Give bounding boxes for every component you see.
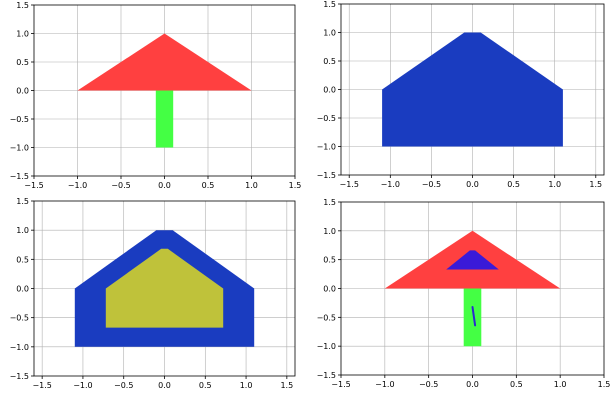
- x-tick-label: 1.0: [240, 381, 253, 390]
- y-tick-label: 1.5: [323, 0, 336, 9]
- y-tick-label: 1.5: [323, 198, 336, 207]
- y-tick-label: −1.5: [317, 371, 336, 380]
- y-tick-label: 0.5: [323, 256, 336, 265]
- y-tick-label: −0.5: [10, 115, 29, 124]
- y-tick-label: 0.5: [16, 255, 29, 264]
- shape-polygon: [77, 33, 252, 91]
- x-tick-label: 0.5: [510, 380, 523, 389]
- x-tick-label: −0.5: [114, 381, 133, 390]
- x-tick-label: −1.5: [331, 380, 350, 389]
- x-tick-label: −0.5: [422, 180, 441, 189]
- x-tick-label: −1.0: [68, 181, 87, 190]
- y-tick-label: 0.5: [323, 57, 336, 66]
- x-tick-label: 1.5: [280, 381, 293, 390]
- shape-polygon: [463, 288, 482, 347]
- y-tick-label: 0.5: [16, 58, 29, 67]
- chart-panel-3: −1.5 −1.0 −0.5 0.0 0.5 1.0 1.5 −1.5 −1.0 −0.5 0.0 0…: [10, 197, 296, 390]
- shape-polygon: [155, 90, 174, 148]
- x-tick-label: 0.0: [466, 180, 479, 189]
- y-tick-label: 1.5: [16, 1, 29, 10]
- y-tick-label: 0.0: [323, 86, 336, 95]
- x-tick-label: 0.0: [158, 181, 171, 190]
- x-tick-label: 1.0: [245, 181, 258, 190]
- x-tick-label: 1.5: [289, 181, 302, 190]
- x-tick-label: −1.5: [340, 180, 359, 189]
- y-tick-label: −1.5: [317, 171, 336, 180]
- y-tick-label: −1.0: [10, 144, 29, 153]
- shape-polygon: [105, 248, 224, 328]
- y-tick-label: 1.0: [16, 226, 29, 235]
- x-tick-label: −0.5: [111, 181, 130, 190]
- shape-line: [471, 306, 477, 327]
- x-tick-label: 1.0: [554, 380, 567, 389]
- y-tick-label: 1.5: [16, 197, 29, 206]
- y-tick-label: −1.0: [317, 342, 336, 351]
- y-tick-label: −1.5: [10, 172, 29, 181]
- x-tick-label: −1.5: [24, 181, 43, 190]
- y-tick-label: 0.0: [323, 285, 336, 294]
- x-tick-label: 0.5: [507, 180, 520, 189]
- x-tick-label: 0.5: [202, 181, 215, 190]
- x-tick-label: −1.0: [73, 381, 92, 390]
- y-tick-label: 0.0: [16, 285, 29, 294]
- x-tick-label: −1.0: [375, 380, 394, 389]
- x-tick-label: −1.5: [32, 381, 51, 390]
- y-tick-label: 1.0: [323, 227, 336, 236]
- chart-panel-4: −1.5 −1.0 −0.5 0.0 0.5 1.0 1.5 −1.5 −1.0 −0.5 0.0 0…: [317, 198, 610, 389]
- x-tick-label: −0.5: [419, 380, 438, 389]
- chart-panel-2: −1.5 −1.0 −0.5 0.0 0.5 1.0 1.5 −1.5 −1.0 −0.5 0.0 0…: [317, 0, 605, 189]
- shape-polygon: [446, 250, 499, 270]
- x-tick-label: 0.5: [199, 381, 212, 390]
- x-tick-label: 0.0: [158, 381, 171, 390]
- shape-polygon: [382, 32, 563, 147]
- chart-panel-1: −1.5 −1.0 −0.5 0.0 0.5 1.0 1.5 −1.5 −1.0 −0.5 0.0 0…: [10, 1, 302, 190]
- y-tick-label: −0.5: [317, 313, 336, 322]
- y-tick-label: 1.0: [323, 29, 336, 38]
- x-tick-label: 1.0: [548, 180, 561, 189]
- y-tick-label: −0.5: [10, 314, 29, 323]
- x-tick-label: 0.0: [466, 380, 479, 389]
- x-tick-label: 1.5: [589, 180, 602, 189]
- y-tick-label: 1.0: [16, 30, 29, 39]
- y-tick-label: −1.0: [317, 143, 336, 152]
- y-tick-label: −0.5: [317, 114, 336, 123]
- x-tick-label: 1.5: [598, 380, 610, 389]
- y-tick-label: −1.0: [10, 343, 29, 352]
- y-tick-label: −1.5: [10, 372, 29, 381]
- y-tick-label: 0.0: [16, 87, 29, 96]
- x-tick-label: −1.0: [381, 180, 400, 189]
